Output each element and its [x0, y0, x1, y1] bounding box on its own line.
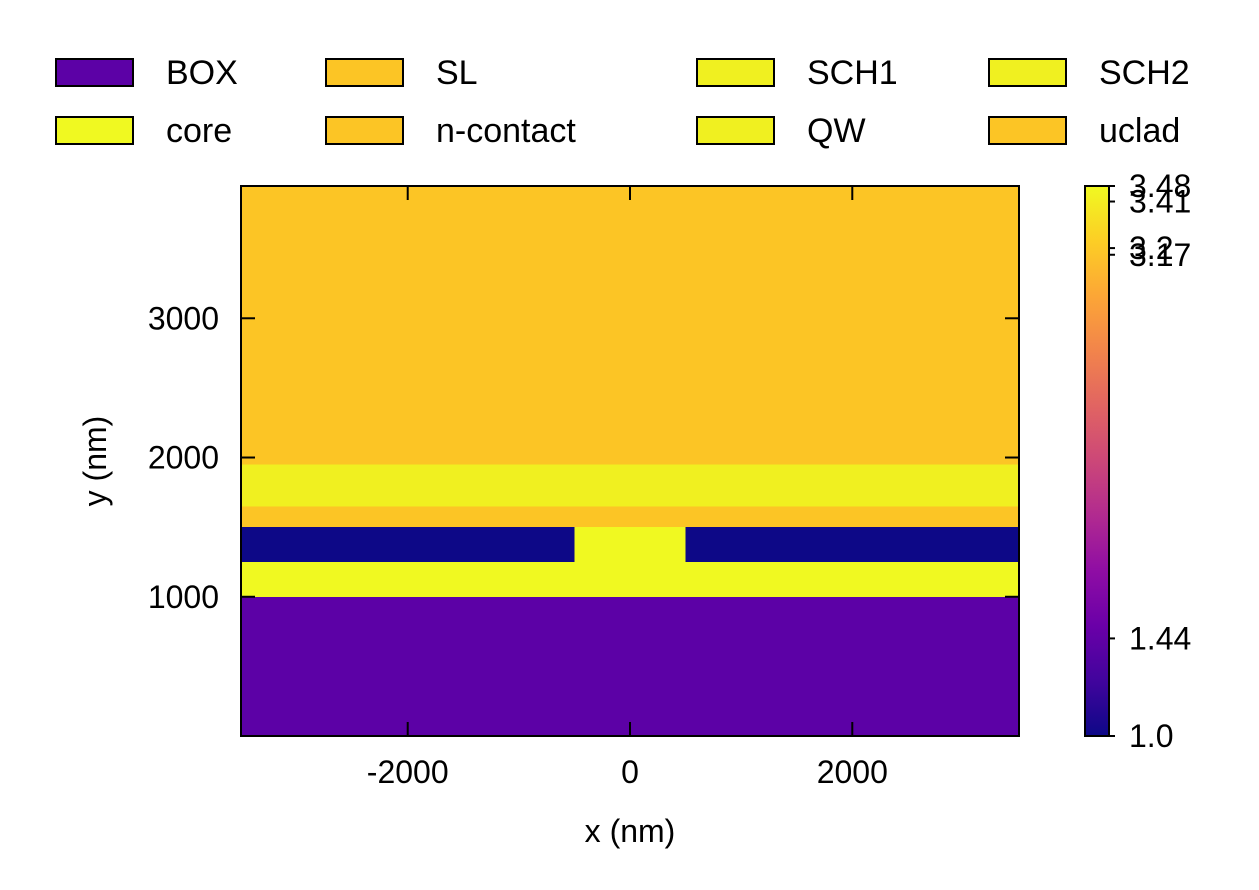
x-axis: -2000 0 2000 — [367, 186, 888, 790]
x-tick-label: 2000 — [817, 754, 888, 790]
x-tick-label: -2000 — [367, 754, 449, 790]
colorbar: 1.0 1.44 3.173.2 3.413.48 — [1084, 168, 1191, 754]
legend-label: uclad — [1099, 112, 1180, 150]
region-5 — [241, 506, 1019, 528]
region-3 — [574, 527, 686, 562]
y-tick-label: 3000 — [148, 300, 219, 336]
region-2 — [241, 527, 575, 562]
legend-swatch — [55, 116, 134, 145]
y-tick-label: 1000 — [148, 579, 219, 615]
y-axis: 1000 2000 3000 — [148, 300, 1019, 615]
legend-swatch — [988, 116, 1067, 145]
legend-label: QW — [807, 112, 866, 150]
legend-swatch — [696, 116, 775, 145]
region-6 — [241, 464, 1019, 507]
x-axis-label: x (nm) — [585, 813, 676, 849]
colorbar-tick-label: 1.44 — [1129, 620, 1191, 656]
region-0 — [241, 596, 1019, 736]
legend: BOX SL SCH1 SCH2 core n-contact QW uclad — [55, 54, 1190, 150]
colorbar-tick-label: 3.41 — [1129, 184, 1191, 220]
plot-regions — [241, 186, 1019, 736]
colorbar-tick-label: 3.48 — [1129, 168, 1191, 204]
region-4 — [685, 527, 1019, 562]
legend-swatch — [325, 58, 404, 87]
colorbar-tick-label: 3.17 — [1129, 237, 1191, 273]
legend-swatch — [696, 58, 775, 87]
y-axis-label: y (nm) — [77, 416, 113, 507]
legend-label: SCH1 — [807, 54, 898, 92]
legend-label: SL — [436, 54, 478, 92]
x-tick-label: 0 — [621, 754, 639, 790]
legend-swatch — [325, 116, 404, 145]
legend-swatch — [988, 58, 1067, 87]
legend-label: SCH2 — [1099, 54, 1190, 92]
colorbar-tick-label: 3.2 — [1129, 230, 1173, 266]
legend-label: n-contact — [436, 112, 576, 150]
region-1 — [241, 561, 1019, 597]
region-7 — [241, 186, 1019, 465]
legend-label: core — [166, 112, 232, 150]
legend-swatch — [55, 58, 134, 87]
colorbar-gradient — [1084, 185, 1110, 737]
y-tick-label: 2000 — [148, 440, 219, 476]
legend-label: BOX — [166, 54, 238, 92]
colorbar-tick-label: 1.0 — [1129, 718, 1173, 754]
